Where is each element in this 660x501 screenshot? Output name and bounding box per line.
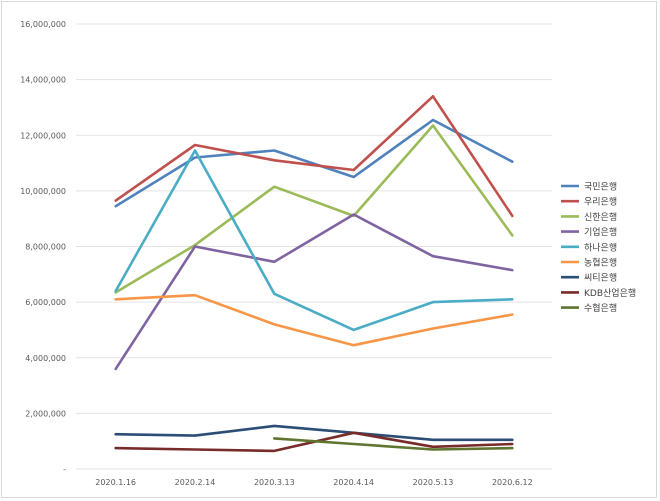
series-line <box>114 124 514 294</box>
series-line <box>114 95 514 218</box>
y-tick-label: 2,000,000 <box>25 409 66 418</box>
series-line <box>114 149 514 332</box>
y-tick-label: 10,000,000 <box>20 187 66 196</box>
y-axis-tick-labels: - 2,000,000 4,000,000 6,000,000 8,000,000 10,… <box>20 20 66 474</box>
legend-entry: 기업은행 <box>584 226 617 238</box>
legend-entry: KDB산업은행 <box>584 287 636 299</box>
y-tick-label: 4,000,000 <box>25 354 66 363</box>
series-line <box>273 437 514 451</box>
series-line <box>114 424 514 442</box>
x-tick-label: 2020.5.13 <box>413 478 454 487</box>
y-tick-label: 12,000,000 <box>20 131 66 140</box>
x-axis-tick-labels: 2020.1.16 2020.2.14 2020.3.13 2020.4.14 2020… <box>95 478 532 487</box>
series-lines <box>114 95 514 453</box>
series-line <box>114 213 514 371</box>
y-tick-label: 16,000,000 <box>20 20 66 29</box>
legend-entry: 국민은행 <box>584 181 617 193</box>
y-tick-label: 14,000,000 <box>20 76 66 85</box>
series-line <box>114 118 514 208</box>
x-tick-label: 2020.3.13 <box>254 478 295 487</box>
x-tick-label: 2020.6.12 <box>492 478 533 487</box>
legend-entry: 우리은행 <box>584 196 617 208</box>
y-tick-label: 8,000,000 <box>25 243 66 252</box>
legend-entry: 농협은행 <box>584 257 617 269</box>
legend-entry: 씨티은행 <box>584 272 617 284</box>
legend-entry: 신한은행 <box>584 211 617 223</box>
gridlines <box>76 23 552 470</box>
series-line <box>114 293 514 347</box>
y-tick-label: 6,000,000 <box>25 298 66 307</box>
y-tick-label: - <box>63 465 66 474</box>
legend-entry: 수협은행 <box>584 302 617 314</box>
x-tick-label: 2020.1.16 <box>95 478 136 487</box>
x-tick-label: 2020.4.14 <box>333 478 374 487</box>
legend-entry: 하나은행 <box>584 241 617 253</box>
x-tick-label: 2020.2.14 <box>175 478 216 487</box>
